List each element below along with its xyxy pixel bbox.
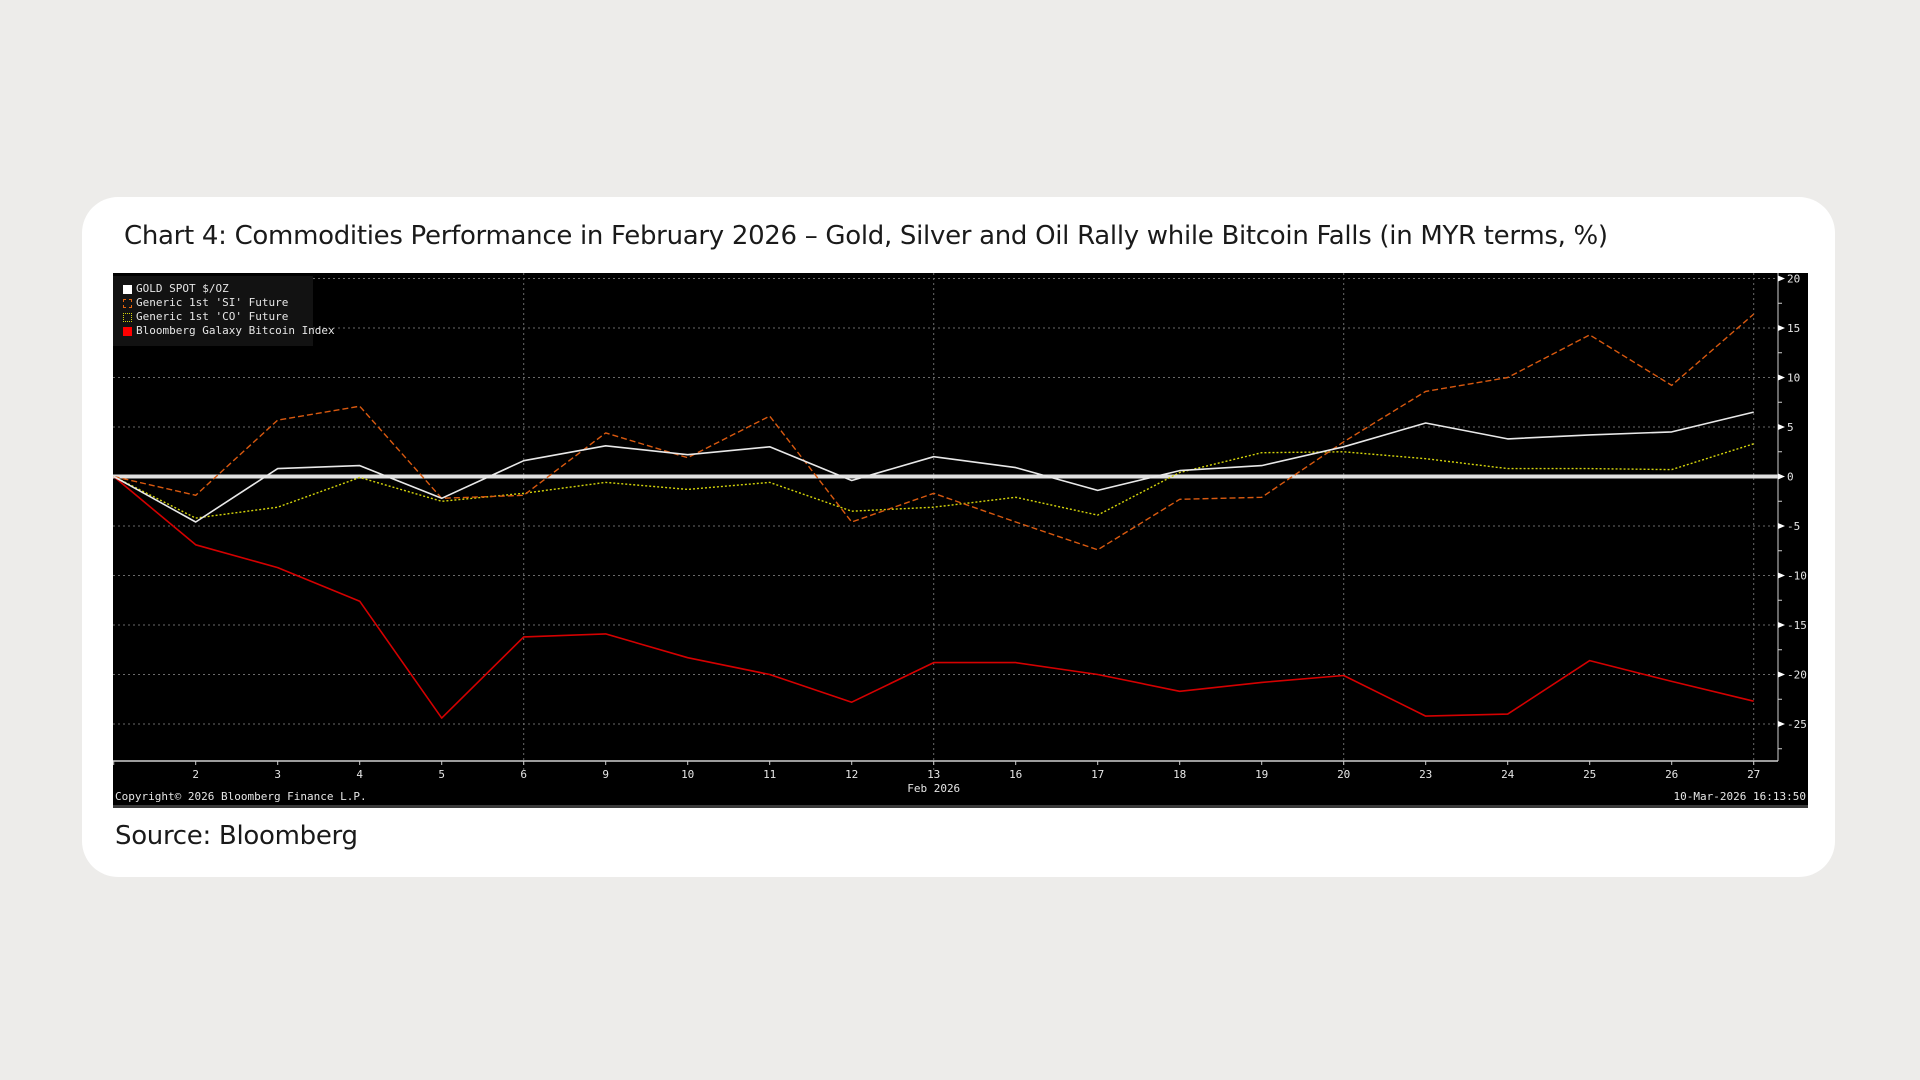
oil-swatch-icon bbox=[123, 312, 132, 322]
x-tick-label: 11 bbox=[763, 768, 776, 781]
y-tick-label: -10 bbox=[1787, 570, 1807, 583]
x-tick-label: 6 bbox=[520, 768, 527, 781]
x-tick-label: 24 bbox=[1501, 768, 1515, 781]
x-tick-label: 5 bbox=[438, 768, 445, 781]
x-tick-label: 13 bbox=[927, 768, 940, 781]
y-tick-marker-icon bbox=[1778, 622, 1785, 628]
timestamp-text: 10-Mar-2026 16:13:50 bbox=[1673, 790, 1806, 803]
source-note: Source: Bloomberg bbox=[115, 821, 358, 851]
x-axis-label: Feb 2026 bbox=[907, 782, 960, 795]
y-tick-label: 15 bbox=[1787, 322, 1800, 335]
x-tick-label: 26 bbox=[1665, 768, 1678, 781]
bloomberg-chart: 20 15 10 5 0 -5 -10 -15 -20 -25 2 3 4 5 6 9 10 11 12 13 16 17… bbox=[113, 273, 1808, 808]
y-tick-marker-icon bbox=[1778, 523, 1785, 529]
legend-label: Generic 1st 'SI' Future bbox=[136, 296, 289, 309]
oil-series-line bbox=[113, 443, 1754, 519]
y-tick-marker-icon bbox=[1778, 721, 1785, 727]
y-tick-label: 10 bbox=[1787, 372, 1800, 385]
y-tick-label: -15 bbox=[1787, 619, 1807, 632]
legend-item-silver: Generic 1st 'SI' Future bbox=[123, 296, 313, 310]
x-tick-label: 16 bbox=[1009, 768, 1022, 781]
legend-item-bitcoin: Bloomberg Galaxy Bitcoin Index bbox=[123, 324, 335, 338]
y-tick-label: 0 bbox=[1787, 471, 1794, 484]
x-tick-label: 4 bbox=[356, 768, 363, 781]
y-tick-label: -25 bbox=[1787, 718, 1807, 731]
x-tick-label: 17 bbox=[1091, 768, 1104, 781]
legend-label: Generic 1st 'CO' Future bbox=[136, 310, 289, 323]
y-tick-label: 20 bbox=[1787, 273, 1800, 286]
x-tick-label: 23 bbox=[1419, 768, 1432, 781]
y-tick-label: -20 bbox=[1787, 669, 1807, 682]
x-tick-label: 20 bbox=[1337, 768, 1350, 781]
x-tick-label: 12 bbox=[845, 768, 858, 781]
y-tick-marker-icon bbox=[1778, 473, 1785, 480]
y-tick-marker-icon bbox=[1778, 325, 1785, 331]
chart-legend: GOLD SPOT $/OZ Generic 1st 'SI' Future G… bbox=[113, 276, 335, 346]
x-tick-label: 19 bbox=[1255, 768, 1268, 781]
y-tick-marker-icon bbox=[1778, 572, 1785, 579]
x-tick-label: 18 bbox=[1173, 768, 1186, 781]
legend-item-oil: Generic 1st 'CO' Future bbox=[123, 310, 313, 324]
bitcoin-swatch-icon bbox=[123, 326, 132, 336]
copyright-text: Copyright© 2026 Bloomberg Finance L.P. bbox=[115, 790, 367, 803]
y-tick-marker-icon bbox=[1778, 424, 1785, 430]
y-tick-marker-icon bbox=[1778, 374, 1785, 381]
x-tick-label: 2 bbox=[192, 768, 199, 781]
legend-label: Bloomberg Galaxy Bitcoin Index bbox=[136, 324, 335, 337]
x-tick-label: 25 bbox=[1583, 768, 1596, 781]
gold-swatch-icon bbox=[123, 284, 132, 294]
y-tick-label: -5 bbox=[1787, 520, 1800, 533]
silver-series-line bbox=[113, 313, 1755, 551]
legend-label: GOLD SPOT $/OZ bbox=[136, 282, 229, 295]
bitcoin-series-line bbox=[113, 475, 1754, 719]
x-tick-label: 3 bbox=[274, 768, 281, 781]
x-tick-label: 27 bbox=[1747, 768, 1760, 781]
silver-swatch-icon bbox=[123, 298, 132, 308]
x-tick-label: 9 bbox=[602, 768, 609, 781]
legend-item-gold: GOLD SPOT $/OZ bbox=[123, 282, 313, 296]
y-tick-marker-icon bbox=[1778, 275, 1785, 282]
y-tick-label: 5 bbox=[1787, 421, 1794, 434]
gold-series-line bbox=[113, 411, 1754, 523]
chart-title: Chart 4: Commodities Performance in Febr… bbox=[124, 221, 1608, 251]
x-tick-label: 10 bbox=[681, 768, 694, 781]
y-tick-marker-icon bbox=[1778, 671, 1785, 678]
